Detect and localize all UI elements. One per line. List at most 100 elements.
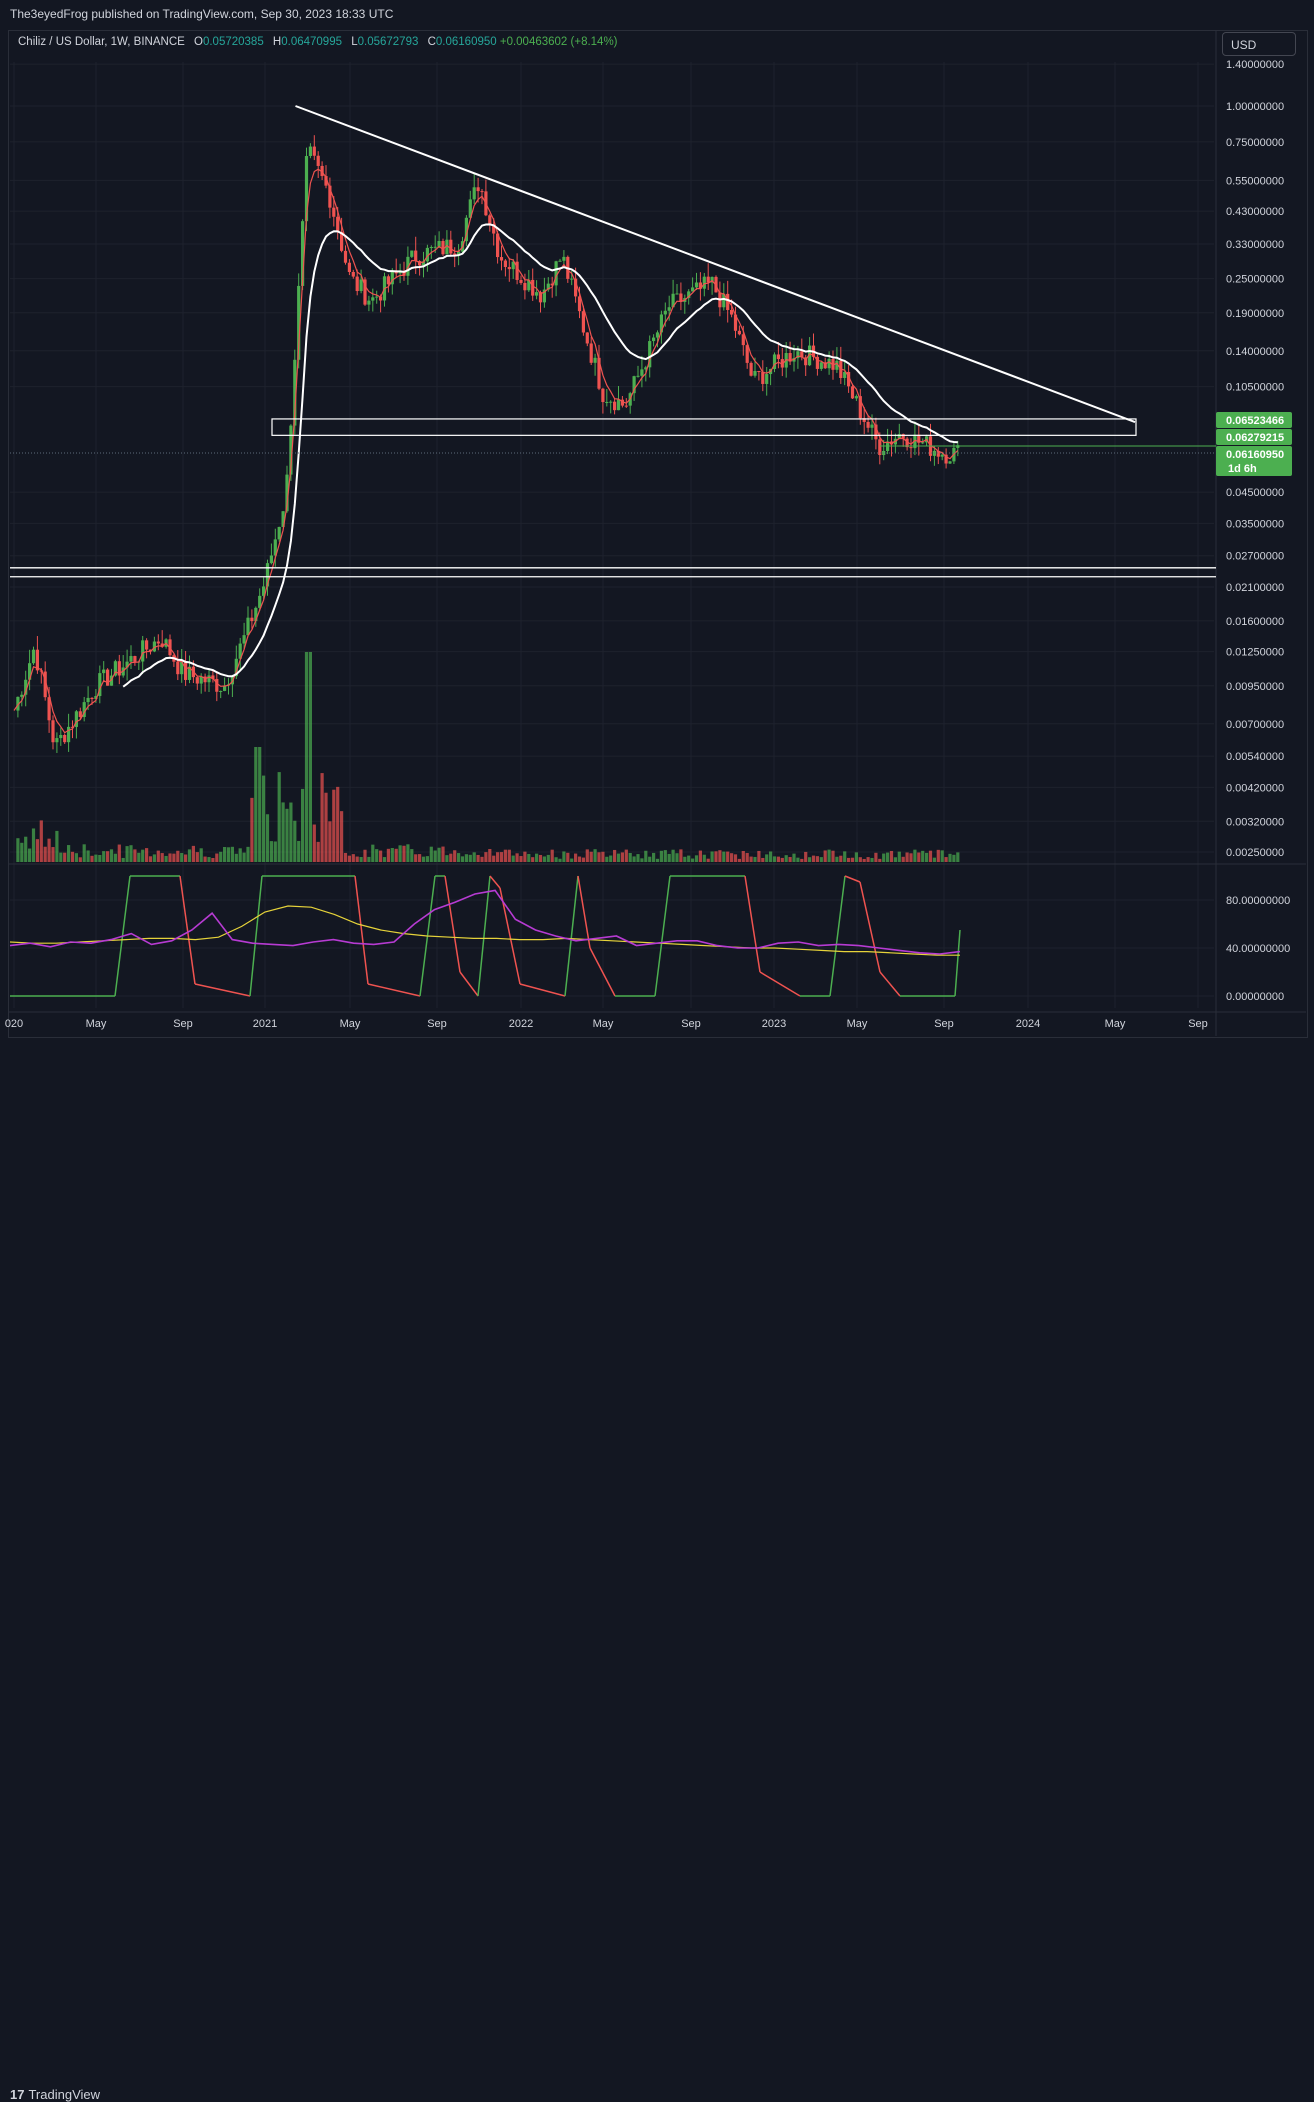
oscillator-axis-label: 40.00000000: [1226, 943, 1290, 955]
volume-bar: [574, 853, 578, 862]
tradingview-logo[interactable]: 17 TradingView: [10, 2087, 100, 2102]
oscillator-axis: 80.00000000 40.00000000 0.00000000: [10, 895, 1290, 1003]
time-axis-label: 2021: [253, 1018, 277, 1030]
volume-bar: [683, 856, 687, 862]
symbol-name[interactable]: Chiliz / US Dollar, 1W, BINANCE: [18, 36, 185, 48]
volume-bar: [749, 856, 753, 862]
volume-bar: [726, 851, 730, 862]
candle-body: [176, 661, 180, 675]
price-badge: [1216, 429, 1292, 445]
volume-bar: [484, 852, 488, 862]
chart-canvas[interactable]: 1.40000000 1.00000000 0.75000000 0.55000000…: [0, 0, 1314, 1072]
volume-bar: [835, 856, 839, 862]
volume-bar: [273, 841, 277, 862]
volume-bar: [624, 849, 628, 862]
volume-bar: [886, 852, 890, 862]
volume-bar: [265, 814, 270, 862]
candle-body: [531, 279, 535, 296]
candle-body: [47, 697, 51, 721]
volume-bar: [632, 856, 636, 862]
candle-body: [542, 289, 546, 303]
volume-bar: [141, 849, 145, 862]
volume-bar: [184, 854, 188, 862]
candle-body: [63, 734, 67, 743]
volume-bar: [870, 857, 874, 862]
candle-body: [336, 216, 340, 232]
volume-bar: [429, 846, 433, 862]
candle-body: [285, 474, 289, 512]
stochastic-segment: [194, 983, 251, 997]
candle-body: [550, 283, 554, 286]
volume-bar: [82, 844, 86, 862]
candle-body: [780, 359, 784, 368]
candle-body: [390, 270, 394, 285]
candle-body: [679, 293, 683, 302]
price-axis-label: 0.10500000: [1226, 382, 1284, 394]
volume-bar: [258, 747, 262, 862]
volume-bar: [316, 841, 320, 862]
candle-body: [609, 401, 613, 403]
candle-body: [753, 370, 757, 376]
volume-bar: [702, 854, 706, 862]
candle-body: [488, 215, 492, 225]
volume-bar: [928, 850, 933, 862]
volume-bar: [589, 851, 593, 862]
volume-bar: [893, 857, 897, 862]
volume-bar: [20, 842, 24, 862]
volume-bar: [827, 849, 831, 862]
volume-bar: [47, 838, 51, 862]
time-axis-label: 2022: [509, 1018, 533, 1030]
candle-body: [289, 425, 293, 475]
stochastic-segment: [367, 983, 421, 997]
candle-body: [554, 261, 558, 286]
stochastic-segment: [879, 971, 901, 997]
volume-bar: [492, 855, 496, 862]
volume-bar: [145, 848, 149, 862]
candle-body: [113, 661, 117, 676]
candle-body: [386, 276, 390, 285]
volume-bar: [585, 849, 589, 862]
volume-bar: [874, 852, 878, 862]
candle-body: [605, 401, 609, 403]
candle-body: [733, 314, 738, 331]
time-axis-label: 2024: [1016, 1018, 1040, 1030]
volume-bar: [804, 851, 808, 862]
price-badge: [1216, 446, 1292, 476]
candle-body: [741, 334, 745, 346]
candle-body: [776, 354, 780, 360]
high-label: H: [272, 36, 282, 48]
volume-bar: [808, 857, 812, 862]
candle-body: [238, 643, 242, 659]
candle-body: [640, 369, 644, 376]
volume-bar: [453, 850, 457, 862]
volume-bar: [628, 852, 632, 862]
candle-body: [499, 257, 504, 261]
candle-body: [262, 586, 266, 596]
candle-body: [515, 261, 519, 280]
price-badge-countdown: 1d 6h: [1228, 463, 1257, 475]
candle-body: [956, 445, 960, 448]
volume-bar: [301, 788, 305, 862]
candle-body: [363, 279, 367, 305]
volume-bar: [819, 857, 823, 862]
stochastic-segment: [744, 875, 761, 973]
price-axis-label: 0.02100000: [1226, 582, 1284, 594]
candle-body: [28, 663, 32, 680]
time-axis-label: Sep: [1188, 1018, 1208, 1030]
chart-panel[interactable]: [8, 30, 1308, 1038]
volume-bar: [351, 854, 355, 862]
candle-body: [187, 666, 192, 680]
candle-body: [410, 250, 414, 257]
time-axis-label: Sep: [934, 1018, 954, 1030]
volume-bar: [772, 856, 777, 862]
volume-bar: [847, 857, 851, 862]
volume-bar: [133, 849, 137, 862]
volume-bar: [655, 858, 660, 862]
candle-body: [316, 155, 320, 166]
volume-bar: [211, 857, 215, 862]
currency-button[interactable]: USD: [1222, 32, 1296, 56]
volume-bar: [421, 856, 426, 862]
volume-bar: [472, 852, 476, 862]
candle-body: [901, 434, 905, 439]
volume-bar: [523, 851, 527, 862]
